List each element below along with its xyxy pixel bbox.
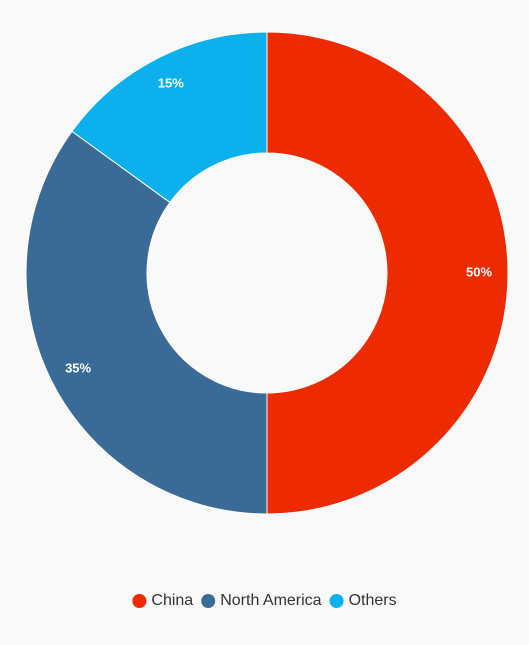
value-label: 50% xyxy=(466,264,492,279)
donut-slice xyxy=(266,31,509,515)
legend-marker xyxy=(132,594,147,608)
donut-slice xyxy=(71,31,268,204)
legend-label: North America xyxy=(220,592,321,609)
legend-marker xyxy=(329,594,344,608)
value-label: 15% xyxy=(158,76,184,91)
legend-label: Others xyxy=(349,592,397,609)
legend-label: China xyxy=(151,592,193,609)
donut-slice xyxy=(25,130,268,515)
value-label: 35% xyxy=(65,361,91,376)
legend-marker xyxy=(201,594,216,608)
